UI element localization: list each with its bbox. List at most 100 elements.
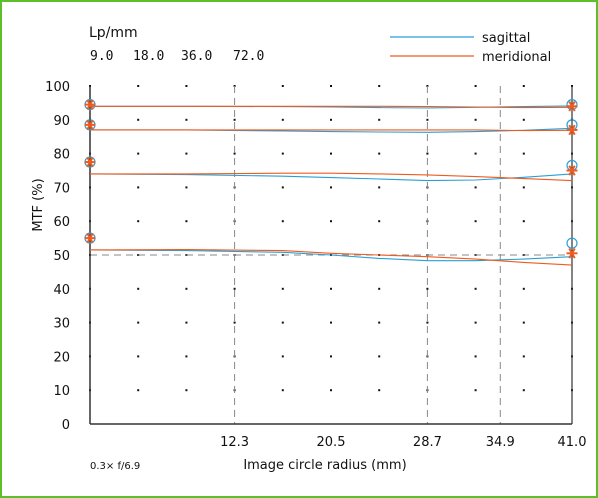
- grid-dot: [330, 287, 332, 290]
- series-lines: [89, 105, 573, 266]
- x-axis-label: Image circle radius (mm): [243, 458, 406, 473]
- grid-dot: [522, 287, 525, 290]
- x-tick-label: 20.5: [317, 435, 346, 450]
- legend: sagittal meridional: [390, 31, 551, 65]
- legend-label-sagittal: sagittal: [482, 31, 530, 46]
- grid-dot: [137, 389, 140, 392]
- y-tick-label: 40: [53, 283, 70, 298]
- grid-dot: [281, 355, 284, 358]
- grid-dot: [137, 118, 140, 121]
- grid-dot: [522, 355, 525, 358]
- grid-dot: [378, 220, 381, 223]
- grid-dot: [137, 186, 140, 189]
- meridional-marker: [568, 165, 576, 176]
- x-tick-label: 41.0: [558, 435, 587, 450]
- y-tick-labels: 0 10 20 30 40 50 60 70 80 90 100: [45, 80, 70, 433]
- series-line-meridional: [90, 129, 573, 132]
- grid-dot: [522, 152, 525, 155]
- grid-dot: [330, 321, 332, 324]
- grid-dot: [281, 220, 284, 223]
- grid-dot: [378, 152, 381, 155]
- grid-dot: [330, 389, 332, 392]
- grid-dot: [474, 220, 477, 223]
- grid-dot: [185, 389, 188, 392]
- series-line-meridional: [90, 172, 573, 182]
- y-tick-label: 50: [53, 249, 70, 264]
- grid-dot: [330, 355, 332, 358]
- y-tick-label: 60: [53, 215, 70, 230]
- grid-dot: [330, 186, 332, 189]
- grid-dot: [378, 186, 381, 189]
- grid-dot: [185, 118, 188, 121]
- grid-dot: [474, 152, 477, 155]
- grid-dot: [185, 321, 188, 324]
- y-tick-label: 10: [53, 384, 70, 399]
- grid-dot: [281, 152, 284, 155]
- grid-dot: [378, 355, 381, 358]
- grid-dot: [378, 85, 381, 87]
- grid-dot: [185, 355, 188, 358]
- grid-dot: [522, 321, 525, 324]
- grid-dot: [185, 85, 188, 87]
- frequency-list: 9.0 18.0 36.0 72.0: [90, 49, 264, 64]
- grid-dot: [474, 287, 477, 290]
- grid-dot: [474, 118, 477, 121]
- grid-dot: [378, 118, 381, 121]
- grid-dot: [474, 186, 477, 189]
- footnote: 0.3× f/6.9: [90, 461, 140, 472]
- grid-dot: [233, 118, 236, 121]
- frequency-label: 18.0: [133, 49, 164, 64]
- grid-dot: [185, 287, 188, 290]
- grid-dot: [281, 321, 284, 324]
- grid-dot: [522, 85, 525, 87]
- grid-dot: [330, 220, 332, 223]
- grid-dot: [330, 118, 332, 121]
- grid-dot: [474, 355, 477, 358]
- grid-dot: [137, 85, 140, 87]
- frequency-label: 36.0: [181, 49, 212, 64]
- grid-dot: [474, 321, 477, 324]
- meridional-marker: [86, 119, 94, 131]
- grid-dot: [233, 152, 236, 155]
- y-tick-label: 90: [53, 114, 70, 129]
- grid-dot: [233, 321, 236, 324]
- frequency-label: 9.0: [90, 49, 113, 64]
- x-tick-label: 28.7: [413, 435, 442, 450]
- frequency-label: 72.0: [233, 49, 264, 64]
- y-tick-label: 20: [53, 350, 70, 365]
- grid-dot: [522, 118, 525, 121]
- end-markers: [84, 98, 578, 259]
- grid-dot: [522, 186, 525, 189]
- grid-dot: [378, 287, 381, 290]
- grid-dot: [426, 287, 429, 290]
- grid-dot: [281, 389, 284, 392]
- grid-dot: [137, 220, 140, 223]
- unit-label: Lp/mm: [89, 25, 138, 41]
- meridional-marker: [568, 248, 576, 259]
- grid-dot: [185, 152, 188, 155]
- sagittal-marker: [566, 237, 578, 249]
- y-tick-label: 100: [45, 80, 70, 95]
- grid-dot: [185, 186, 188, 189]
- series-line-meridional: [89, 249, 573, 266]
- grid-dot: [281, 186, 284, 189]
- grid-dot: [522, 389, 525, 392]
- y-tick-label: 0: [62, 418, 70, 433]
- grid-dot: [474, 389, 477, 392]
- grid-dot: [330, 152, 332, 155]
- sagittal-marker: [566, 98, 578, 111]
- meridional-marker: [86, 99, 94, 110]
- grid-dot: [137, 152, 140, 155]
- legend-label-meridional: meridional: [482, 50, 551, 65]
- grid-dot: [281, 287, 284, 290]
- x-tick-labels: 12.3 20.5 28.7 34.9 41.0: [220, 435, 586, 450]
- grid-dot: [378, 389, 381, 392]
- series-line-meridional: [90, 105, 573, 109]
- grid-dot: [185, 220, 188, 223]
- meridional-marker: [568, 124, 576, 136]
- x-tick-label: 12.3: [220, 435, 249, 450]
- grid-dot: [330, 85, 332, 87]
- meridional-marker: [568, 101, 576, 112]
